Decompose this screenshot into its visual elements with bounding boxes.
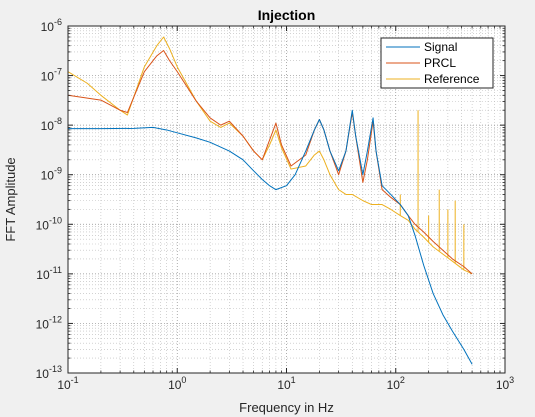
legend-label-prcl: PRCL	[424, 56, 456, 70]
x-tick-label: 100	[168, 375, 186, 392]
y-tick-label: 10-11	[36, 265, 62, 282]
legend-label-signal: Signal	[424, 40, 457, 54]
legend: Signal PRCL Reference	[380, 37, 494, 89]
y-tick-label: 10-8	[41, 116, 62, 133]
y-tick-label: 10-12	[36, 314, 62, 331]
y-tick-label: 10-10	[36, 215, 62, 232]
x-tick-label: 101	[277, 375, 295, 392]
series-line-signal	[68, 109, 473, 365]
y-tick-label: 10-6	[41, 17, 62, 34]
y-axis-label: FFT Amplitude	[3, 157, 18, 241]
x-tick-label: 10-1	[57, 375, 78, 392]
x-tick-label: 103	[496, 375, 514, 392]
legend-label-reference: Reference	[424, 72, 480, 86]
y-tick-label: 10-9	[41, 166, 62, 183]
x-tick-label: 102	[387, 375, 405, 392]
axis-ticks: 10-1 100 101 102 10310-1310-1210-1110-1010-9…	[36, 17, 515, 392]
y-tick-label: 10-7	[41, 67, 62, 84]
x-axis-label: Frequency in Hz	[239, 400, 334, 415]
series-lines	[67, 36, 473, 365]
chart-title: Injection	[258, 7, 316, 23]
